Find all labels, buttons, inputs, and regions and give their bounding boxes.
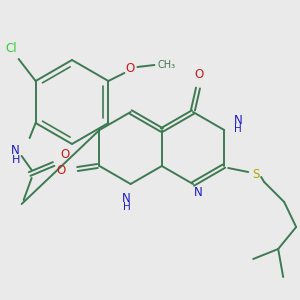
Text: O: O xyxy=(126,62,135,76)
Text: O: O xyxy=(60,148,69,161)
Text: H: H xyxy=(123,202,130,212)
Text: O: O xyxy=(194,68,204,80)
Text: S: S xyxy=(253,167,260,181)
Text: N: N xyxy=(194,185,202,199)
Text: H: H xyxy=(11,155,20,165)
Text: CH₃: CH₃ xyxy=(157,60,176,70)
Text: Cl: Cl xyxy=(6,43,17,56)
Text: O: O xyxy=(57,164,66,178)
Text: H: H xyxy=(234,124,242,134)
Text: N: N xyxy=(11,143,20,157)
Text: N: N xyxy=(234,113,243,127)
Text: N: N xyxy=(122,191,131,205)
